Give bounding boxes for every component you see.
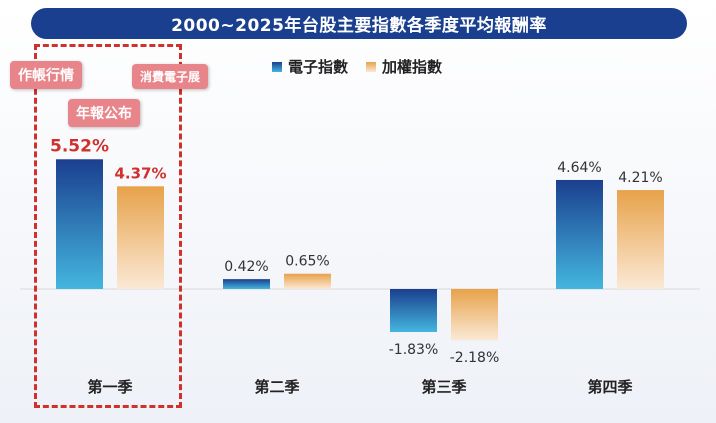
legend-label-electronics: 電子指數 [288,58,349,76]
bar-weighted-q3 [451,289,498,341]
category-label-q3: 第三季 [421,378,466,396]
bar-electronics-q2 [223,279,270,289]
annotation-tag-annual-report: 年報公布 [68,99,140,127]
value-label-weighted-q2: 0.65% [285,254,329,270]
category-label-q1: 第一季 [87,378,132,396]
bar-weighted-q4 [617,190,664,289]
legend: 電子指數 加權指數 [272,56,460,77]
annotation-tag-ces: 消費電子展 [132,64,209,89]
value-label-electronics-q3: -1.83% [389,342,439,358]
chart-title: 2000~2025年台股主要指數各季度平均報酬率 [31,8,687,39]
bar-electronics-q3 [390,289,437,333]
value-label-electronics-q2: 0.42% [224,259,268,275]
value-label-weighted-q3: -2.18% [450,350,500,366]
bar-weighted-q1 [117,186,164,289]
legend-item-weighted: 加權指數 [366,56,442,77]
annotation-tag-window-dressing: 作帳行情 [10,61,82,89]
legend-swatch-electronics [272,61,282,72]
value-label-electronics-q1: 5.52% [50,136,109,156]
category-label-q4: 第四季 [587,378,632,396]
legend-item-electronics: 電子指數 [272,56,348,77]
value-label-weighted-q4: 4.21% [618,170,662,186]
bar-electronics-q1 [56,159,103,289]
value-label-electronics-q4: 4.64% [557,160,601,176]
category-label-q2: 第二季 [254,378,299,396]
q1-highlight-box [34,44,182,408]
legend-label-weighted: 加權指數 [382,58,443,76]
legend-swatch-weighted [366,61,377,72]
bar-weighted-q2 [284,273,331,289]
bar-electronics-q4 [556,179,603,289]
value-label-weighted-q1: 4.37% [114,164,166,182]
